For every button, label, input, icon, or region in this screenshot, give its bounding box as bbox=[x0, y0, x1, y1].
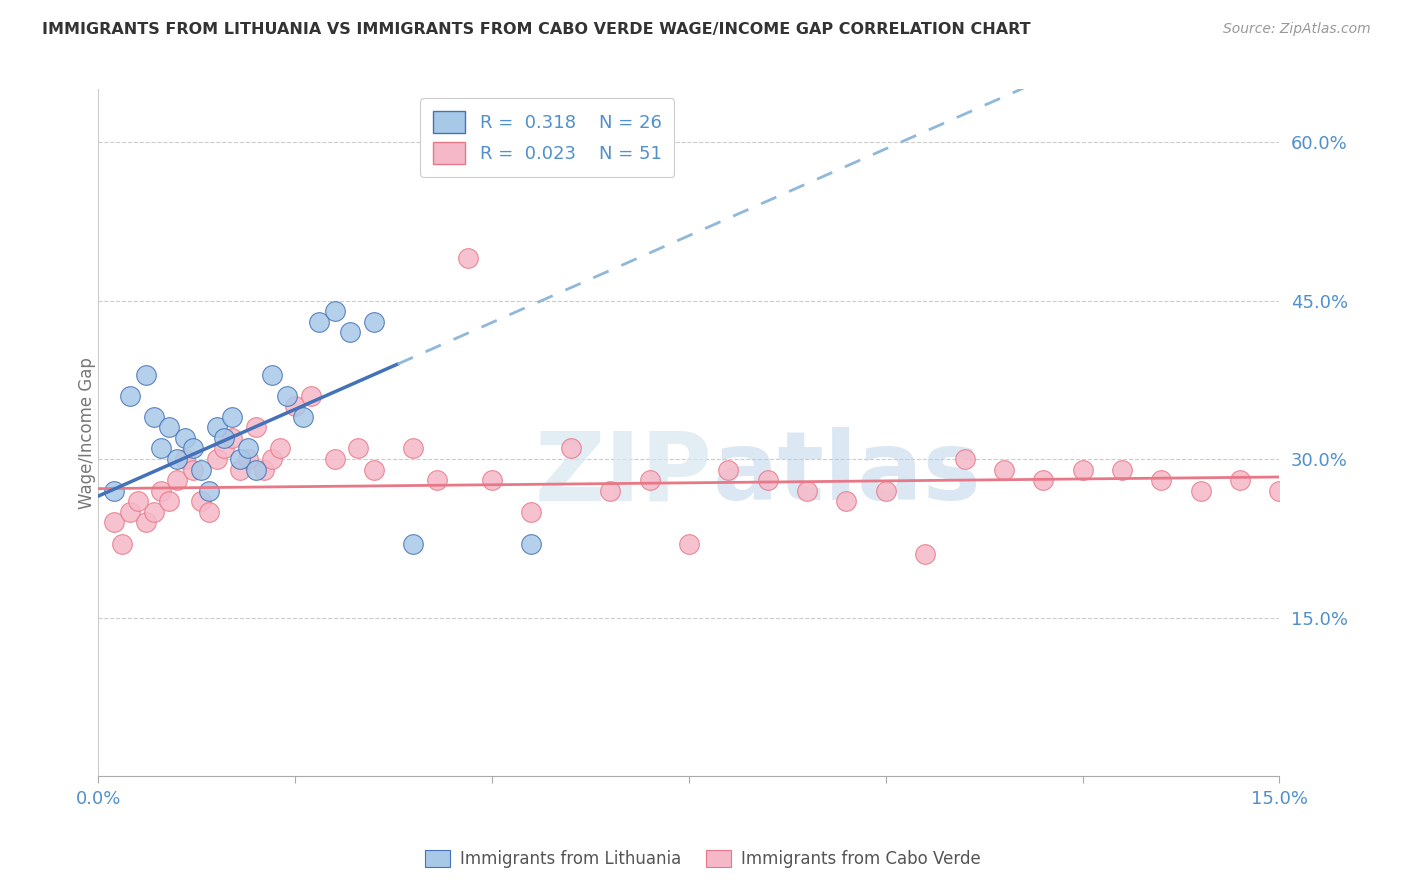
Point bbox=[135, 516, 157, 530]
Point bbox=[135, 368, 157, 382]
Legend: Immigrants from Lithuania, Immigrants from Cabo Verde: Immigrants from Lithuania, Immigrants fr… bbox=[419, 843, 987, 875]
Text: atlas: atlas bbox=[713, 427, 981, 520]
Point bbox=[229, 462, 252, 476]
Point bbox=[520, 536, 543, 550]
Point bbox=[166, 473, 188, 487]
Point bbox=[197, 483, 219, 498]
Point bbox=[1111, 462, 1133, 476]
Point bbox=[796, 483, 818, 498]
Point bbox=[103, 483, 125, 498]
Point bbox=[221, 409, 243, 424]
Point bbox=[276, 389, 298, 403]
Point bbox=[205, 420, 228, 434]
Point bbox=[166, 452, 188, 467]
Point bbox=[118, 505, 141, 519]
Point bbox=[1229, 473, 1251, 487]
Point bbox=[190, 494, 212, 508]
Point bbox=[363, 315, 385, 329]
Point bbox=[1032, 473, 1054, 487]
Point bbox=[157, 420, 180, 434]
Point bbox=[157, 494, 180, 508]
Point bbox=[299, 389, 322, 403]
Point bbox=[363, 462, 385, 476]
Point bbox=[127, 494, 149, 508]
Point bbox=[111, 536, 134, 550]
Point bbox=[174, 452, 197, 467]
Point bbox=[236, 442, 259, 456]
Point bbox=[142, 409, 165, 424]
Point bbox=[260, 452, 283, 467]
Point bbox=[481, 473, 503, 487]
Point bbox=[142, 505, 165, 519]
Point bbox=[229, 452, 252, 467]
Point bbox=[520, 505, 543, 519]
Point bbox=[402, 536, 425, 550]
Point bbox=[1268, 483, 1291, 498]
Point bbox=[214, 431, 236, 445]
Point bbox=[1189, 483, 1212, 498]
Point bbox=[221, 431, 243, 445]
Point bbox=[284, 399, 307, 413]
Point bbox=[236, 452, 259, 467]
Point bbox=[993, 462, 1015, 476]
Point bbox=[245, 462, 267, 476]
Y-axis label: Wage/Income Gap: Wage/Income Gap bbox=[79, 357, 96, 508]
Point bbox=[560, 442, 582, 456]
Point bbox=[717, 462, 740, 476]
Point bbox=[253, 462, 276, 476]
Point bbox=[835, 494, 858, 508]
Point bbox=[1071, 462, 1094, 476]
Point bbox=[323, 304, 346, 318]
Text: IMMIGRANTS FROM LITHUANIA VS IMMIGRANTS FROM CABO VERDE WAGE/INCOME GAP CORRELAT: IMMIGRANTS FROM LITHUANIA VS IMMIGRANTS … bbox=[42, 22, 1031, 37]
Point bbox=[339, 325, 361, 339]
Point bbox=[197, 505, 219, 519]
Point bbox=[457, 252, 479, 266]
Point bbox=[308, 315, 330, 329]
Point bbox=[214, 442, 236, 456]
Point bbox=[678, 536, 700, 550]
Point bbox=[756, 473, 779, 487]
Point bbox=[181, 462, 204, 476]
Point bbox=[347, 442, 370, 456]
Point bbox=[914, 547, 936, 561]
Legend: R =  0.318    N = 26, R =  0.023    N = 51: R = 0.318 N = 26, R = 0.023 N = 51 bbox=[420, 98, 675, 177]
Text: ZIP: ZIP bbox=[534, 427, 713, 520]
Point bbox=[953, 452, 976, 467]
Point bbox=[150, 442, 173, 456]
Point bbox=[638, 473, 661, 487]
Point bbox=[103, 516, 125, 530]
Point bbox=[599, 483, 621, 498]
Text: Source: ZipAtlas.com: Source: ZipAtlas.com bbox=[1223, 22, 1371, 37]
Point bbox=[150, 483, 173, 498]
Point bbox=[174, 431, 197, 445]
Point bbox=[245, 420, 267, 434]
Point bbox=[190, 462, 212, 476]
Point bbox=[269, 442, 291, 456]
Point bbox=[292, 409, 315, 424]
Point bbox=[205, 452, 228, 467]
Point bbox=[260, 368, 283, 382]
Point bbox=[323, 452, 346, 467]
Point bbox=[118, 389, 141, 403]
Point bbox=[1150, 473, 1173, 487]
Point bbox=[181, 442, 204, 456]
Point bbox=[875, 483, 897, 498]
Point bbox=[426, 473, 449, 487]
Point bbox=[402, 442, 425, 456]
